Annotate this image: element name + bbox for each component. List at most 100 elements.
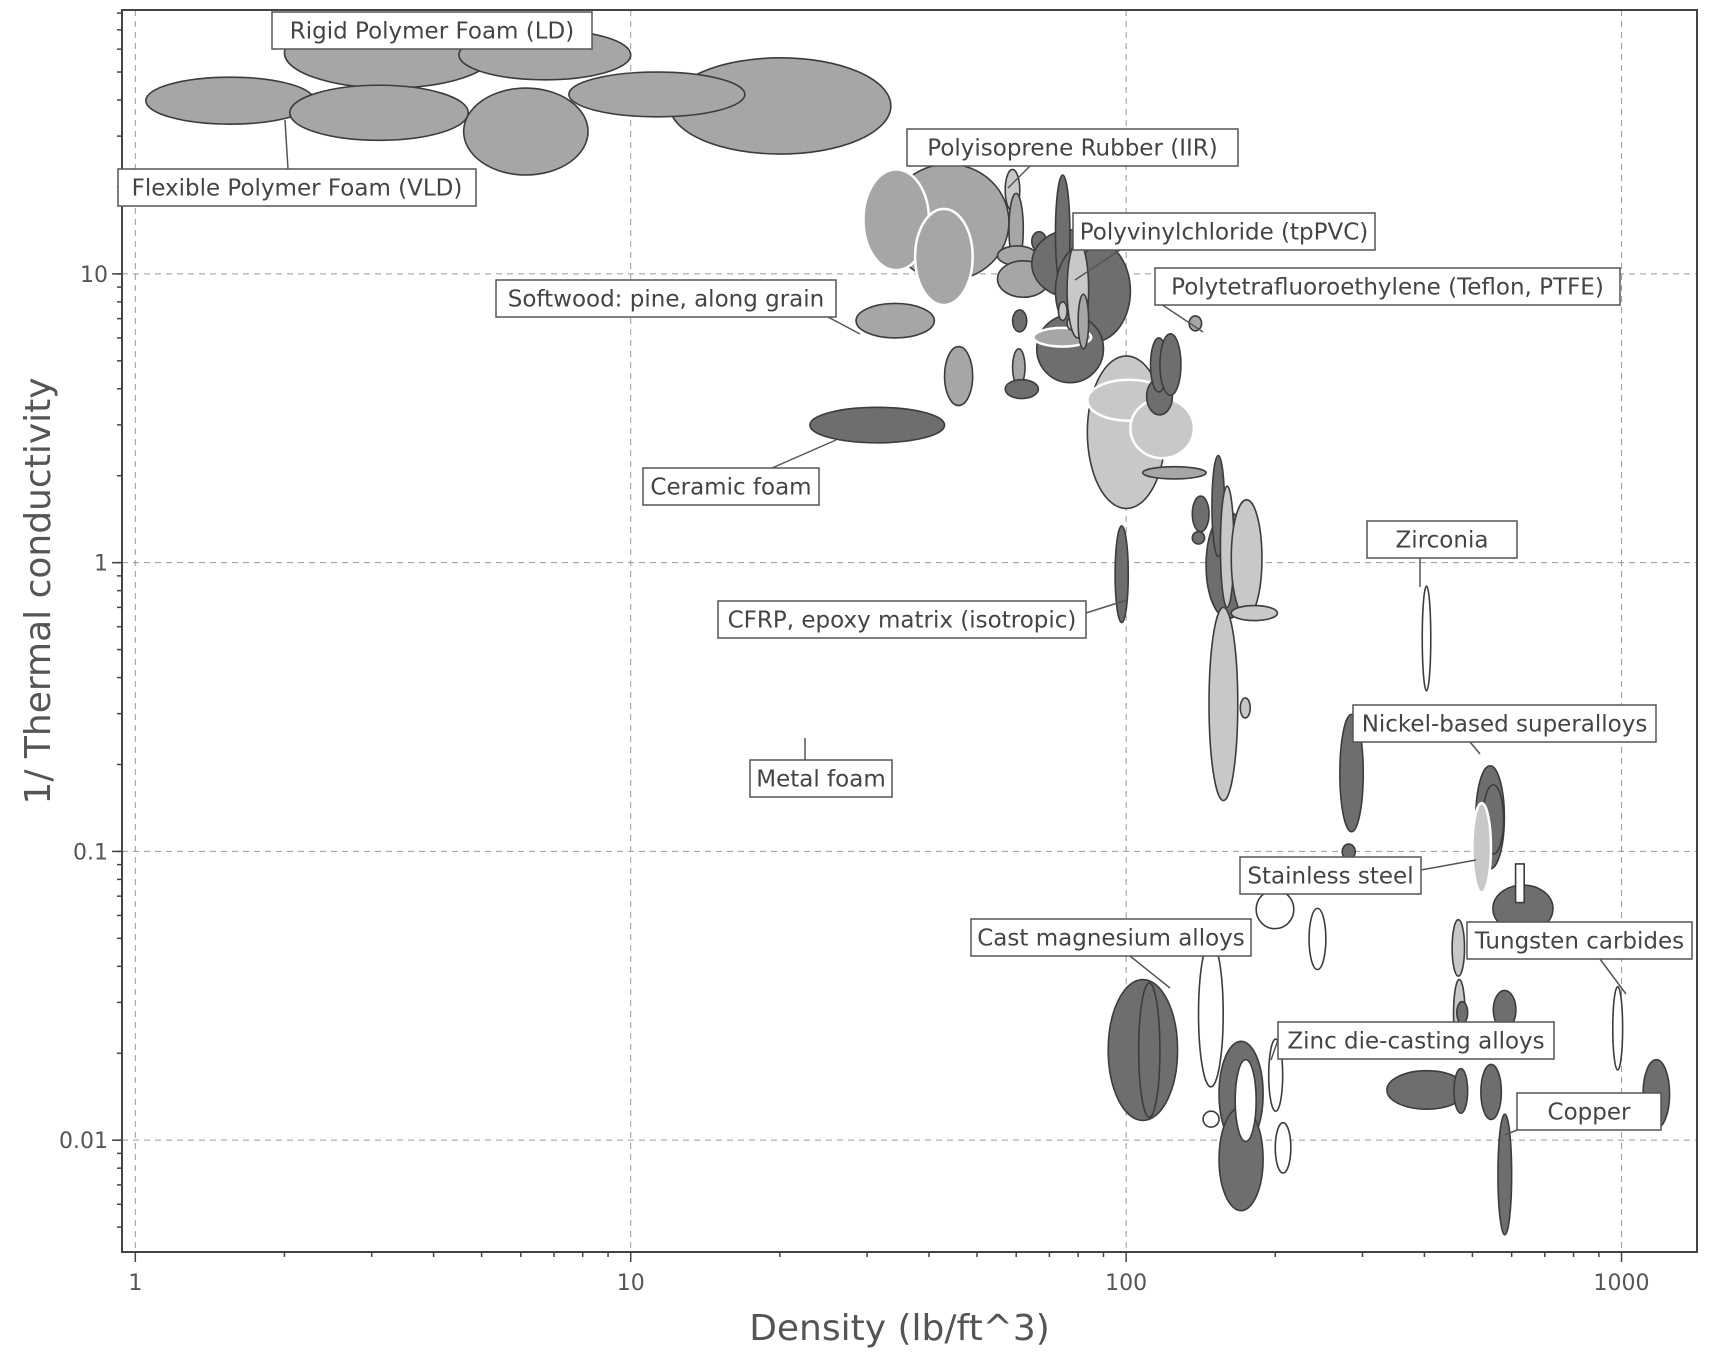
material-label: Metal foam [749,738,893,798]
label-text: Tungsten carbides [1474,929,1684,955]
material-bubble [1159,333,1182,397]
x-tick-label: 1 [128,1271,142,1296]
label-leader-line [1007,165,1031,189]
material-bubble [1208,606,1239,802]
label-box [271,11,593,50]
material-bubble [1255,889,1295,930]
material-bubble [1004,378,1040,400]
label-leader-line [284,119,289,170]
label-text: CFRP, epoxy matrix (isotropic) [728,608,1077,634]
material-bubble [1456,1000,1469,1025]
material-bubble [1514,863,1525,904]
label-leader-line [771,439,837,469]
label-text: Copper [1548,1100,1631,1126]
x-tick-label: 100 [1105,1271,1147,1296]
label-leader-line [1129,955,1171,989]
y-tick-label: 0.01 [59,1129,108,1154]
material-bubble [1274,1121,1292,1174]
y-axis-label: 1/ Thermal conductivity [18,377,59,804]
material-labels: Rigid Polymer Foam (LD) Flexible Polymer … [117,11,1693,1136]
label-box [906,128,1239,167]
material-bubble [855,302,936,339]
material-bubble [1137,982,1161,1119]
material-bubble [1141,465,1207,480]
x-tick-label: 1000 [1594,1271,1650,1296]
label-text: Flexible Polymer Foam (VLD) [132,176,463,202]
label-text: Stainless steel [1247,864,1413,890]
axis-ticks: 1 10 100 1000 0.01 0.1 1 10 [59,12,1650,1296]
label-box [642,467,820,506]
material-bubble [568,71,746,118]
material-bubble [1114,525,1130,624]
material-bubble [1611,985,1624,1071]
label-box [970,918,1252,957]
material-label: Copper [1504,1092,1662,1136]
label-leader-line [1420,859,1477,871]
material-label: Nickel-based superalloys [1352,704,1657,755]
label-leader-line [1504,1129,1518,1136]
material-bubble [943,345,974,407]
material-label: Rigid Polymer Foam (LD) [271,11,593,50]
x-tick-label: 10 [617,1271,645,1296]
label-box [1072,212,1376,251]
plot-frame [121,9,1698,1253]
material-bubble [1057,301,1068,322]
y-tick-label: 10 [80,263,108,288]
material-label: Flexible Polymer Foam (VLD) [117,119,477,207]
label-text: Cast magnesium alloys [977,926,1245,952]
label-box [1277,1021,1555,1060]
material-bubble [809,406,946,444]
label-box [1366,520,1518,559]
material-bubble [1239,697,1252,719]
material-bubble [1191,530,1206,545]
label-text: Ceramic foam [650,475,811,501]
y-tick-label: 1 [94,552,108,577]
label-leader-line [827,316,861,335]
material-label: Cast magnesium alloys [970,918,1252,989]
material-bubble [1497,1113,1513,1236]
label-text: Nickel-based superalloys [1362,712,1648,738]
label-leader-line [1270,1039,1279,1061]
material-label: Tungsten carbides [1466,921,1693,995]
material-bubble [1308,907,1327,971]
material-bubble [462,87,589,176]
label-text: Softwood: pine, along grain [508,287,825,313]
label-leader-line [1074,249,1121,281]
y-tick-label: 0.1 [73,840,108,865]
material-bubble [288,84,470,142]
label-box [1154,267,1621,306]
material-bubble [1339,713,1365,833]
material-bubble [1077,293,1090,350]
label-box [1466,921,1693,960]
label-box [495,279,837,318]
material-label: Zinc die-casting alloys [1270,1021,1555,1061]
x-axis-label: Density (lb/ft^3) [749,1308,1050,1349]
label-box [1239,856,1422,895]
material-label: Polyvinylchloride (tpPVC) [1072,212,1376,281]
label-text: Zinc die-casting alloys [1287,1029,1544,1055]
label-leader-line [1085,599,1128,614]
material-bubble [1191,495,1210,533]
material-bubble [1011,309,1028,333]
material-label: Ceramic foam [642,439,837,506]
label-text: Metal foam [756,767,885,793]
label-box [117,168,477,207]
label-text: Rigid Polymer Foam (LD) [290,19,574,45]
material-bubble [1421,585,1432,692]
label-box [717,600,1087,639]
label-box [1352,704,1657,743]
material-bubble [1471,801,1493,894]
material-label: CFRP, epoxy matrix (isotropic) [717,599,1128,639]
material-label: Softwood: pine, along grain [495,279,861,335]
label-leader-line [1469,741,1481,755]
label-box [1516,1092,1662,1131]
label-text: Zirconia [1396,528,1489,554]
material-bubble [1234,1058,1257,1143]
material-bubble [1451,918,1466,977]
material-label: Zirconia [1366,520,1518,587]
label-text: Polyvinylchloride (tpPVC) [1080,220,1369,246]
material-bubble [1230,499,1263,618]
material-label: Stainless steel [1239,856,1477,895]
material-bubble [913,207,974,307]
